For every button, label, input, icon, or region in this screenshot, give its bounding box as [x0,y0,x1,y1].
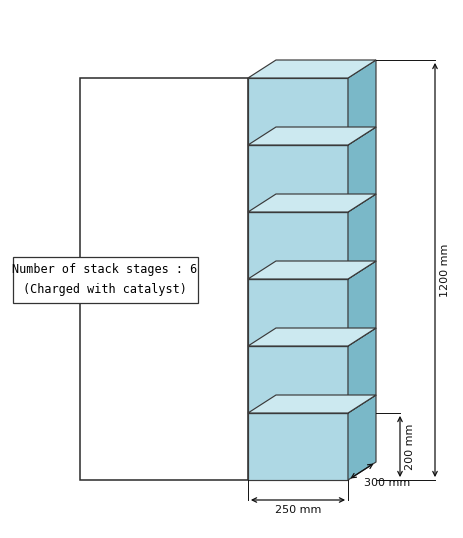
Polygon shape [348,395,376,480]
Polygon shape [248,212,348,279]
Polygon shape [348,194,376,279]
Polygon shape [248,328,376,346]
Polygon shape [248,346,348,413]
Polygon shape [348,127,376,212]
Text: 250 mm: 250 mm [275,505,321,515]
Polygon shape [248,395,376,413]
FancyBboxPatch shape [13,257,198,303]
Polygon shape [248,261,376,279]
Text: 1200 mm: 1200 mm [440,243,450,296]
Polygon shape [248,279,348,346]
Polygon shape [348,328,376,413]
Polygon shape [348,60,376,145]
Polygon shape [248,78,348,145]
Text: (Charged with catalyst): (Charged with catalyst) [23,284,187,296]
Polygon shape [80,78,248,480]
Polygon shape [248,127,376,145]
Text: Number of stack stages : 6: Number of stack stages : 6 [13,264,198,277]
Polygon shape [248,194,376,212]
Polygon shape [248,60,376,78]
Polygon shape [248,145,348,212]
Text: 200 mm: 200 mm [405,423,415,470]
Polygon shape [248,413,348,480]
Text: 300 mm: 300 mm [364,478,410,488]
Polygon shape [348,261,376,346]
